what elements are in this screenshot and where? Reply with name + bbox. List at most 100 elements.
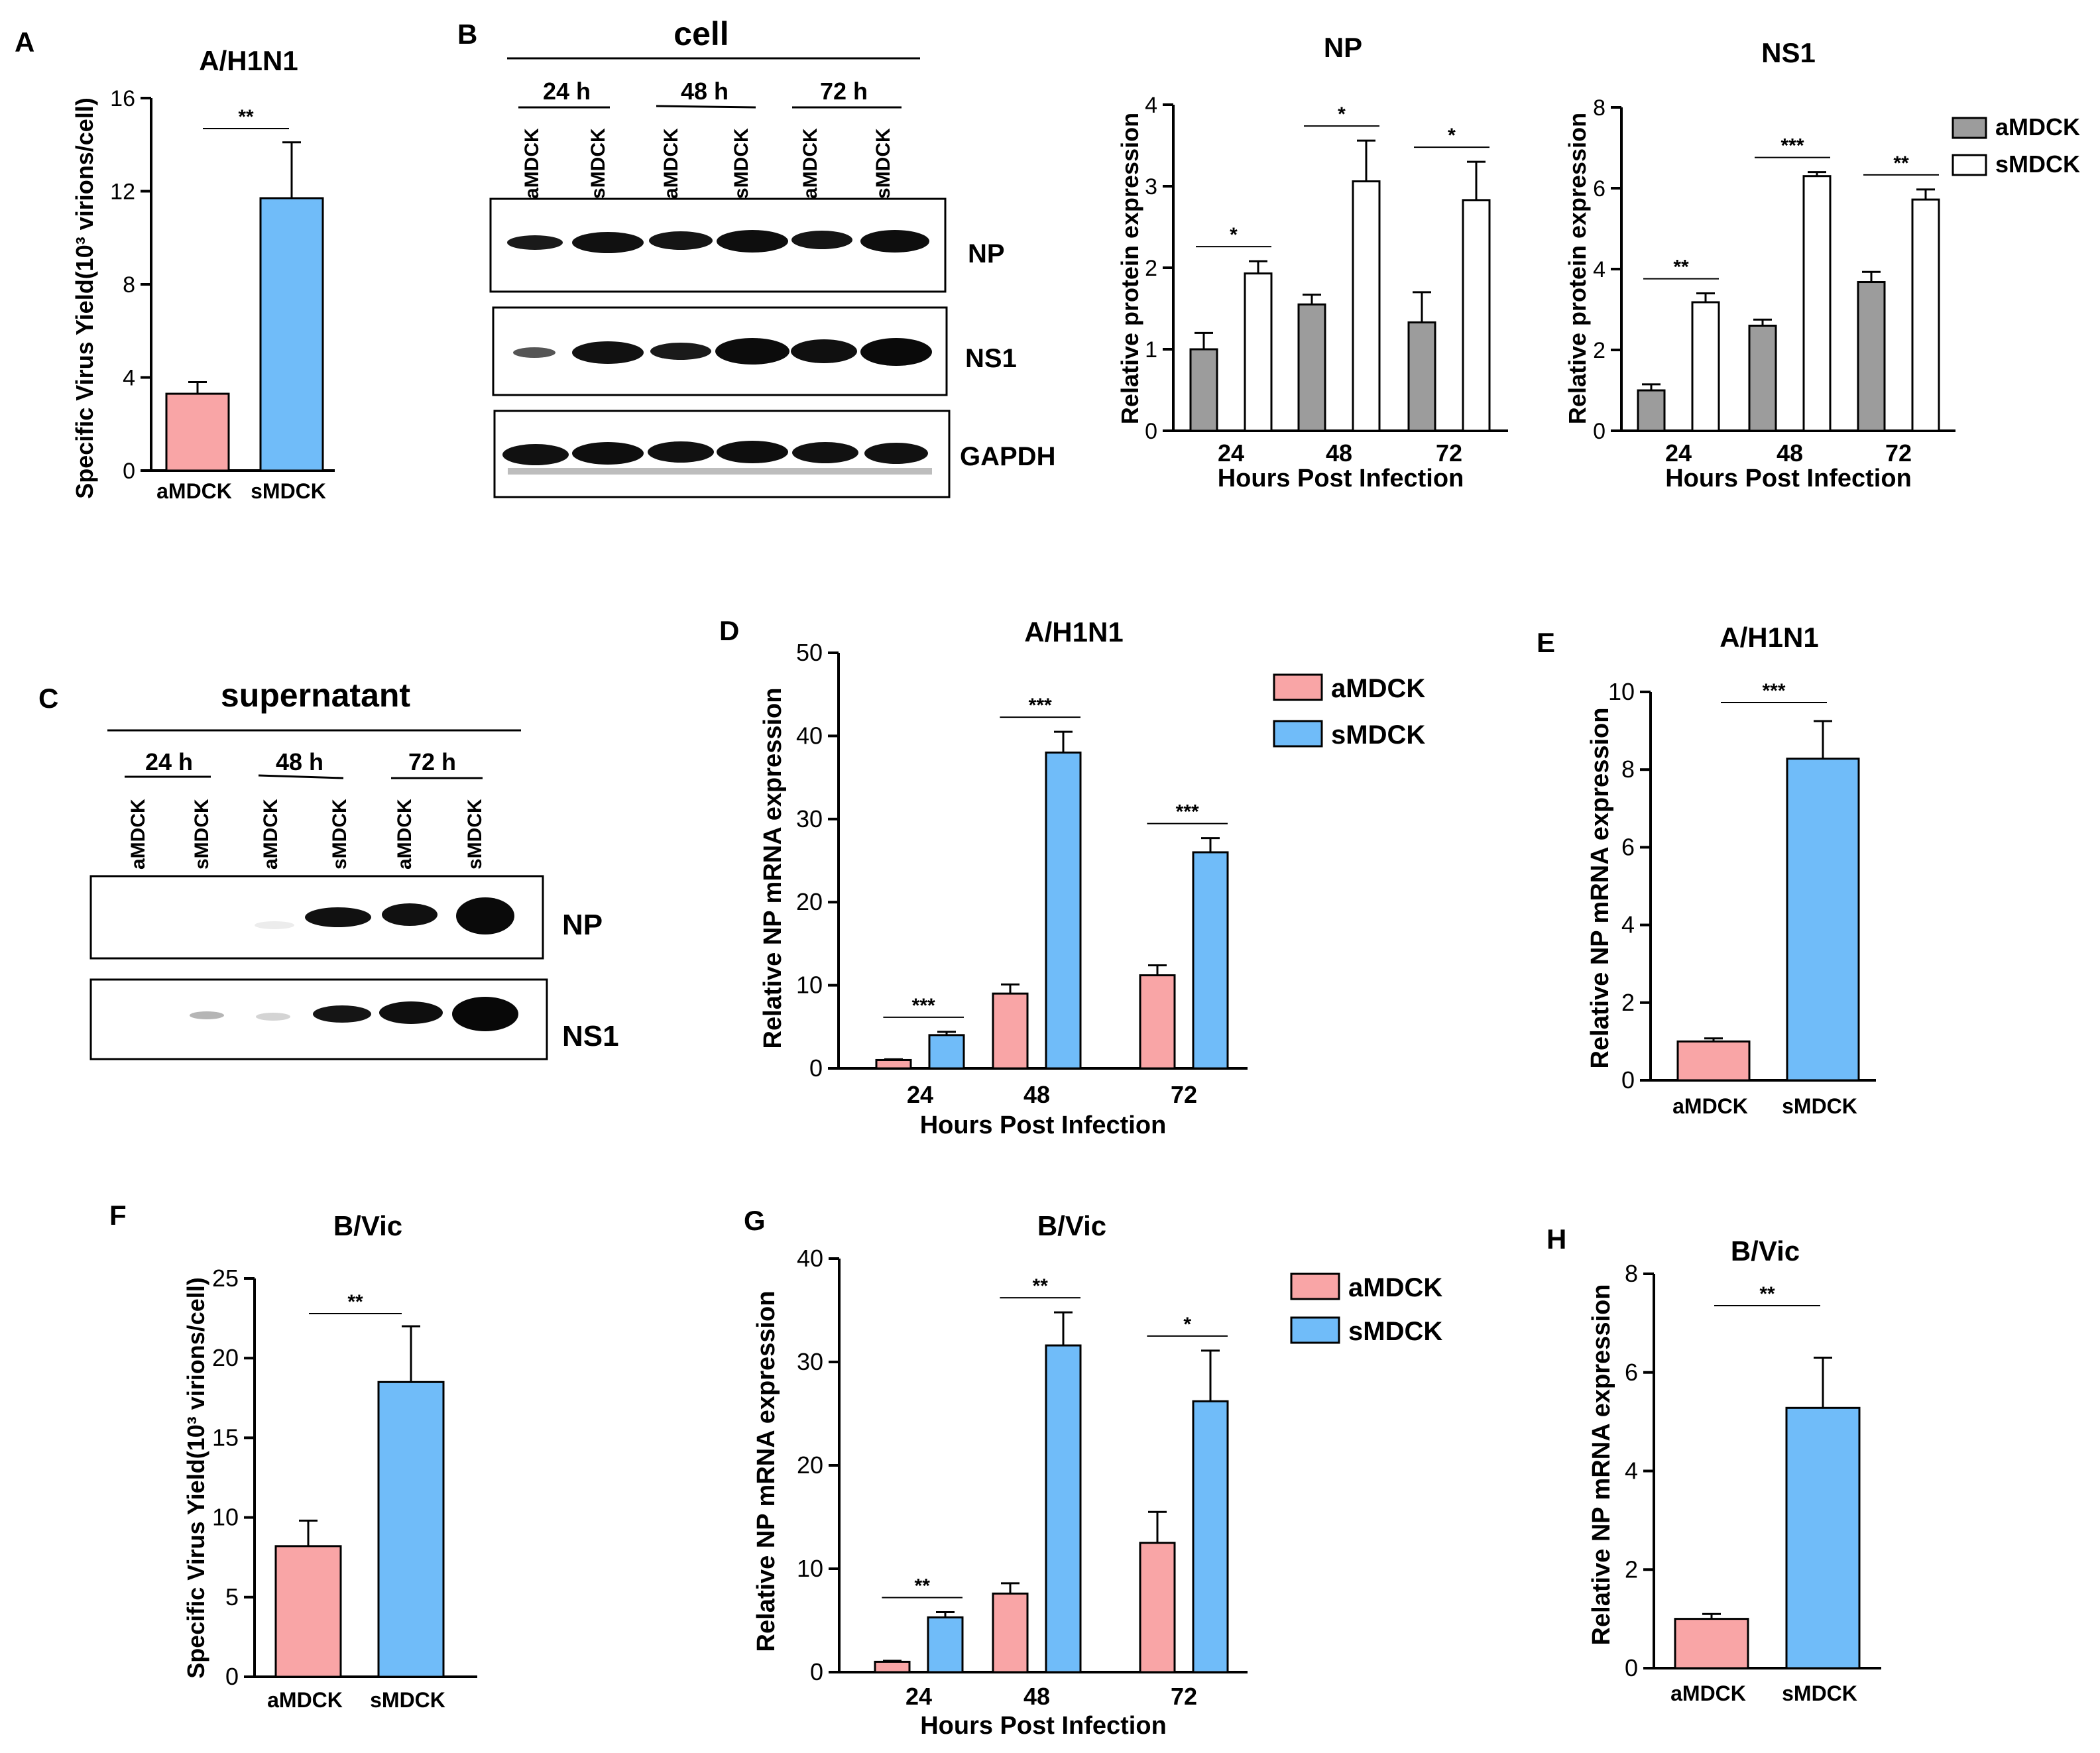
panel-label-c: C: [38, 683, 58, 714]
blot-sup-tp-72: 72 h: [408, 748, 456, 775]
x-tick-label: sMDCK: [1782, 1681, 1857, 1705]
blot-sup-lane-2: sMDCK: [191, 799, 213, 870]
significance-label: ***: [912, 995, 935, 1017]
panel-label-g: G: [744, 1205, 766, 1236]
blot-sup-lane-1: aMDCK: [127, 799, 149, 870]
y-tick-label: 10: [212, 1504, 239, 1531]
bar-amdck: [1674, 1618, 1749, 1669]
y-axis-label: Relative NP mRNA expression: [752, 1291, 780, 1652]
y-tick-label: 4: [1593, 257, 1605, 282]
y-axis-label: Relative protein expression: [1116, 113, 1143, 424]
significance-label: ***: [1029, 695, 1052, 716]
panel-label-h: H: [1546, 1223, 1566, 1255]
y-axis-label: Relative protein expression: [1564, 113, 1591, 424]
y-tick-label: 0: [1625, 1654, 1638, 1681]
blot-sup-row-ns1: NS1: [562, 1020, 619, 1052]
blot-cell-lane-2: sMDCK: [587, 128, 609, 199]
band: [382, 903, 438, 926]
blot-cell: cell 24 h 48 h 72 h aMDCK sMDCK aMDCK sM…: [489, 15, 1055, 498]
chart-g: B/Vic Relative NP mRNA expression 0 10 20 30 4…: [752, 1210, 1442, 1740]
significance-label: *: [1230, 224, 1238, 246]
x-tick-label: aMDCK: [156, 479, 232, 503]
blot-sup-title: supernatant: [221, 677, 411, 714]
blot-sup-lane-3: aMDCK: [260, 799, 282, 870]
x-tick-label: 48: [1777, 439, 1803, 467]
x-tick-label: sMDCK: [370, 1688, 445, 1712]
bar-smdck: [377, 1381, 445, 1678]
bar-smdck-48: [1352, 180, 1381, 432]
band: [650, 343, 711, 360]
blot-cell-row-gapdh: GAPDH: [960, 442, 1055, 471]
y-tick-label: 4: [123, 366, 135, 391]
y-tick-label: 30: [796, 805, 823, 832]
y-tick-label: 0: [809, 1054, 823, 1082]
x-tick-label: 48: [1023, 1683, 1050, 1710]
legend-swatch-smdck: [1290, 1316, 1340, 1344]
panel-label-b: B: [457, 19, 477, 50]
blot-cell-tp-24: 24 h: [543, 78, 591, 105]
chart-title: B/Vic: [1731, 1235, 1800, 1267]
y-tick-label: 5: [225, 1583, 239, 1611]
blot-sup-lane-4: sMDCK: [329, 799, 351, 870]
bar-smdck-48: [1045, 1344, 1082, 1673]
bar-amdck-72: [1139, 1542, 1176, 1673]
significance-label: **: [1673, 256, 1689, 278]
y-tick-label: 2: [1593, 338, 1605, 363]
significance-label: ***: [1176, 801, 1199, 823]
chart-title: B/Vic: [1037, 1210, 1106, 1241]
y-axis-label: Specific Virus Yield(10³ virions/cell): [71, 97, 98, 499]
y-axis-label: Specific Virus Yield(10³ virions/cell): [182, 1277, 209, 1679]
chart-h: B/Vic Relative NP mRNA expression 0 2 4 6 8 aMD…: [1588, 1235, 1881, 1705]
significance-label: **: [915, 1575, 931, 1597]
charts-layer: A/H1N1 Specific Virus Yield(10³ virions/c…: [71, 32, 2080, 1740]
y-tick-label: 50: [796, 639, 823, 666]
bar-smdck-24: [927, 1616, 964, 1673]
band-shadow: [508, 468, 932, 475]
y-tick-label: 20: [797, 1451, 823, 1479]
band: [313, 1005, 371, 1023]
blot-cell-title: cell: [673, 15, 729, 52]
x-tick-label: 48: [1326, 439, 1352, 467]
band: [513, 347, 555, 358]
band: [572, 341, 644, 364]
bar-smdck-24: [928, 1034, 965, 1070]
legend-label-smdck: sMDCK: [1331, 720, 1425, 750]
band: [256, 1013, 290, 1021]
band: [305, 907, 371, 927]
blot-cell-lane-1: aMDCK: [521, 128, 543, 199]
bar-smdck: [259, 197, 324, 472]
legend-label-amdck: aMDCK: [1331, 674, 1425, 703]
x-tick-label: 24: [907, 1081, 933, 1108]
significance-label: *: [1338, 103, 1346, 125]
y-tick-label: 1: [1145, 337, 1157, 363]
legend-swatch-amdck: [1273, 673, 1323, 701]
blot-sup-row-np: NP: [562, 909, 603, 941]
chart-title: A/H1N1: [199, 45, 298, 76]
y-tick-label: 4: [1621, 911, 1635, 938]
significance-label: **: [238, 106, 254, 128]
bar-amdck-24: [874, 1660, 911, 1673]
y-tick-label: 0: [225, 1663, 239, 1690]
bar-amdck-72: [1139, 974, 1176, 1070]
significance-label: *: [1183, 1314, 1191, 1335]
band: [452, 997, 518, 1031]
y-tick-label: 10: [797, 1555, 823, 1582]
bar-amdck-24: [875, 1058, 912, 1070]
bar-amdck-48: [1297, 303, 1326, 432]
x-tick-label: 24: [1218, 439, 1244, 467]
blot-cell-lane-5: aMDCK: [799, 128, 821, 199]
y-tick-label: 0: [1145, 419, 1157, 444]
band: [572, 232, 644, 253]
band: [255, 921, 294, 929]
legend-label-smdck: sMDCK: [1348, 1317, 1442, 1346]
bar-smdck-48: [1802, 175, 1832, 432]
bar-smdck-72: [1462, 199, 1491, 432]
bar-amdck-24: [1637, 389, 1666, 432]
band: [507, 235, 563, 250]
bar-smdck-72: [1192, 1400, 1229, 1673]
panel-label-e: E: [1537, 627, 1555, 658]
bar-amdck-24: [1189, 348, 1218, 432]
legend-label-amdck: aMDCK: [1995, 113, 2080, 141]
y-tick-label: 30: [797, 1348, 823, 1375]
y-tick-label: 40: [796, 722, 823, 749]
